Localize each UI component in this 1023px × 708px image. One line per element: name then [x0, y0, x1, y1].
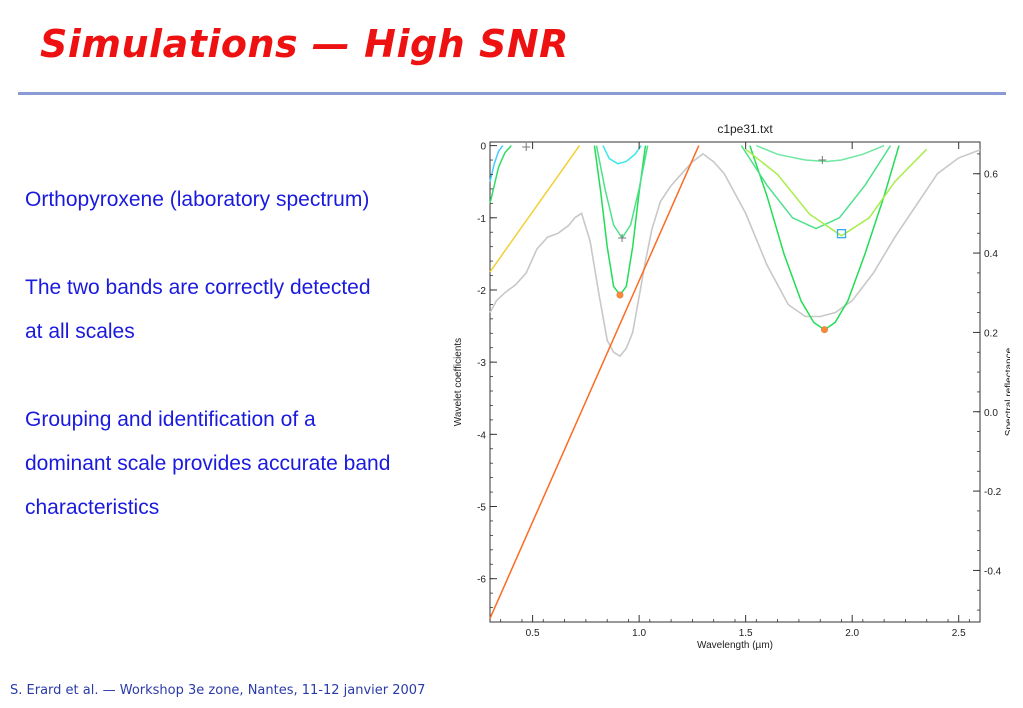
series-line-4 [740, 145, 892, 230]
y-left-axis-label: Wavelet coefficients [453, 338, 464, 426]
series-line-10 [489, 145, 581, 273]
x-tick-label-3: 2.0 [845, 628, 859, 639]
y-right-tick-label-4: -0.2 [984, 487, 1002, 498]
bullet-grouping-1: Grouping and identification of a [25, 408, 316, 431]
y-left-tick-label-4: -4 [477, 430, 486, 441]
x-tick-label-1: 1.0 [632, 628, 646, 639]
slide-footer: S. Erard et al. — Workshop 3e zone, Nant… [10, 683, 426, 698]
x-axis-label: Wavelength (µm) [697, 640, 773, 651]
y-right-tick-label-5: -0.4 [984, 566, 1002, 577]
series-line-7 [602, 145, 642, 165]
y-right-tick-label-3: 0.0 [984, 408, 998, 419]
y-left-tick-label-2: -2 [477, 286, 486, 297]
x-tick-label-4: 2.5 [952, 628, 966, 639]
y-right-axis-label: Spectral reflectance [1004, 347, 1010, 436]
y-right-tick-label-2: 0.2 [984, 328, 998, 339]
wavelet-chart: 0.5 1.0 1.5 2.0 2.5 0 -1 -2 -3 -4 -5 -6 0.6 0.4 0.2 0.0… [453, 122, 1010, 651]
bullet-grouping-2: dominant scale provides accurate band [25, 452, 391, 475]
marker-plus-5 [522, 143, 531, 152]
x-tick-label-2: 1.5 [739, 628, 753, 639]
series-line-1 [593, 145, 647, 297]
series-line-11 [489, 145, 700, 619]
series-line-9 [489, 145, 512, 204]
series-line-6 [756, 144, 885, 163]
x-tick-label-0: 0.5 [526, 628, 540, 639]
slide-title: Simulations — High SNR [40, 22, 569, 66]
bullet-detection-2: at all scales [25, 320, 135, 343]
title-divider [18, 92, 1006, 95]
marker-plus-3 [618, 234, 627, 242]
bullet-grouping-3: characteristics [25, 496, 160, 519]
y-right-tick-label-1: 0.4 [984, 249, 998, 260]
marker-dot-2 [616, 291, 624, 299]
marker-plus-4 [818, 156, 827, 165]
slide-body: Orthopyroxene (laboratory spectrum) The … [25, 178, 495, 530]
y-right-tick-label-0: 0.6 [984, 170, 998, 181]
series-line-2 [749, 145, 900, 331]
bullet-mineral: Orthopyroxene (laboratory spectrum) [25, 188, 370, 211]
chart-title: c1pe31.txt [717, 122, 773, 136]
series-line-0 [489, 149, 981, 358]
series-line-8 [489, 145, 504, 182]
y-left-tick-label-0: 0 [480, 142, 486, 153]
y-left-tick-label-6: -6 [477, 575, 486, 586]
plot-frame [489, 141, 981, 623]
y-left-tick-label-1: -1 [477, 214, 486, 225]
series-line-5 [745, 148, 928, 237]
bullet-detection-1: The two bands are correctly detected [25, 276, 371, 299]
y-left-tick-label-5: -5 [477, 503, 486, 514]
marker-square-0 [836, 229, 847, 239]
marker-dot-1 [820, 326, 828, 334]
y-left-tick-label-3: -3 [477, 358, 486, 369]
